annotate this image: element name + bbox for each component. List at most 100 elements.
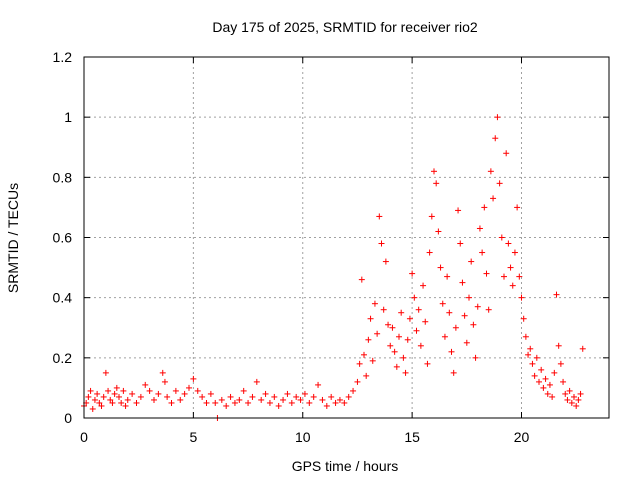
data-point	[137, 393, 144, 400]
data-point	[546, 381, 553, 388]
data-point	[151, 396, 157, 403]
data-point	[159, 369, 166, 376]
data-point	[111, 390, 118, 397]
data-point	[371, 300, 378, 307]
data-point	[481, 204, 488, 211]
data-point	[413, 327, 420, 334]
data-point	[280, 396, 287, 403]
data-point	[549, 393, 556, 400]
data-point	[424, 360, 431, 367]
data-point	[155, 390, 162, 397]
data-point	[461, 312, 468, 319]
y-tick-label: 0.8	[53, 169, 73, 185]
data-point	[457, 240, 464, 247]
data-point	[87, 387, 94, 394]
data-point	[310, 393, 317, 400]
data-point	[105, 387, 112, 394]
data-point	[223, 402, 230, 409]
data-point	[485, 306, 492, 313]
data-point	[468, 258, 475, 265]
data-point	[369, 357, 376, 364]
data-point	[382, 258, 389, 265]
data-point	[319, 396, 326, 403]
data-point	[536, 378, 542, 385]
x-tick-label: 0	[80, 429, 88, 445]
plot-frame	[83, 56, 610, 419]
data-point	[231, 399, 238, 406]
data-point	[391, 348, 398, 355]
data-point	[404, 336, 411, 343]
data-point	[496, 180, 503, 187]
data-point	[164, 393, 171, 400]
chart-title: Day 175 of 2025, SRMTID for receiver rio…	[212, 19, 478, 35]
data-point	[450, 369, 457, 376]
data-point	[236, 396, 243, 403]
data-point	[376, 213, 383, 220]
axis-ticks: 0 5 10 15 20 0 0.2 0.4 0.6 0.8 1 1.2	[53, 49, 609, 445]
data-point	[396, 333, 402, 340]
data-point	[571, 393, 577, 400]
data-point	[393, 363, 400, 370]
data-point	[533, 354, 540, 361]
data-point	[387, 342, 394, 349]
data-point	[511, 249, 518, 256]
data-point	[102, 369, 109, 376]
data-point	[492, 135, 499, 142]
data-point	[85, 393, 92, 400]
data-point	[505, 240, 512, 247]
data-point	[266, 399, 273, 406]
data-point	[365, 336, 372, 343]
data-point	[409, 270, 416, 277]
data-point	[562, 390, 569, 397]
data-point	[415, 306, 422, 313]
data-point	[439, 300, 446, 307]
data-point	[240, 387, 247, 394]
data-point	[323, 402, 330, 409]
data-point	[341, 399, 348, 406]
data-point	[218, 396, 225, 403]
data-point	[553, 291, 560, 298]
data-point	[199, 393, 206, 400]
data-point	[525, 351, 532, 358]
data-point	[507, 264, 514, 271]
data-point	[358, 276, 365, 283]
data-point	[212, 399, 219, 406]
data-point	[459, 279, 466, 286]
data-point	[527, 345, 534, 352]
data-point	[336, 396, 343, 403]
data-point	[253, 378, 260, 385]
data-point	[306, 399, 313, 406]
data-point	[385, 321, 392, 328]
data-point	[406, 315, 413, 322]
data-point	[463, 339, 470, 346]
data-point	[356, 360, 363, 367]
data-point	[509, 282, 516, 289]
data-point	[487, 168, 494, 175]
data-point	[476, 225, 483, 232]
data-point	[332, 399, 339, 406]
data-point	[361, 351, 367, 358]
data-point	[345, 393, 352, 400]
data-point	[452, 324, 459, 331]
data-point	[363, 372, 370, 379]
data-point	[288, 399, 295, 406]
data-point	[479, 249, 486, 256]
data-point	[118, 399, 125, 406]
data-point	[96, 399, 103, 406]
data-point	[431, 168, 437, 175]
y-axis-label: SRMTID / TECUs	[5, 183, 21, 293]
data-point	[400, 354, 407, 361]
data-point	[472, 354, 479, 361]
data-point	[186, 384, 192, 391]
data-point	[161, 378, 168, 385]
data-point	[258, 396, 265, 403]
x-tick-label: 15	[404, 429, 420, 445]
data-point	[142, 381, 149, 388]
data-point	[542, 375, 549, 382]
y-tick-label: 0.4	[53, 290, 73, 306]
x-tick-label: 10	[295, 429, 311, 445]
data-point	[124, 396, 131, 403]
data-point	[490, 195, 497, 202]
data-point	[249, 393, 256, 400]
data-point	[113, 384, 120, 391]
